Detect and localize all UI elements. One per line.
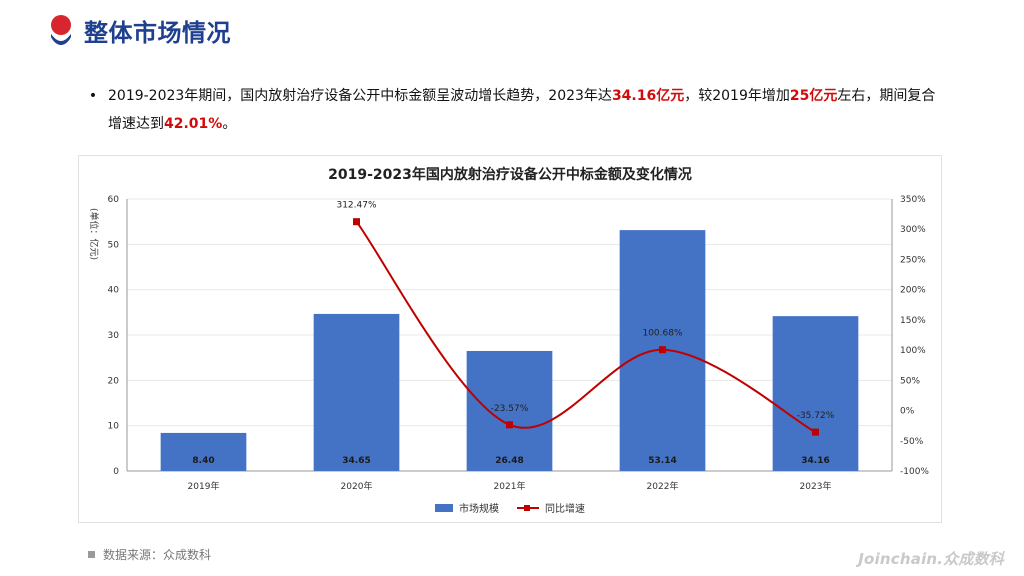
x-axis-tick-label: 2020年: [341, 480, 373, 492]
bar: [313, 313, 400, 471]
bar-data-label: 26.48: [495, 456, 523, 466]
source-text: 数据来源：众成数科: [103, 548, 212, 562]
summary-text-part: 。: [222, 116, 237, 132]
left-axis-tick-label: 40: [108, 286, 120, 296]
chart-legend: 市场规模 同比增速: [79, 500, 941, 515]
summary-text-part: ，较2019年增加: [684, 88, 790, 104]
x-axis-tick-label: 2023年: [800, 480, 832, 492]
source-marker-icon: [88, 551, 95, 558]
chart-title: 2019-2023年国内放射治疗设备公开中标金额及变化情况: [328, 167, 692, 183]
page-title: 整体市场情况: [84, 18, 231, 47]
legend-item-line: 同比增速: [517, 500, 585, 515]
right-axis-tick-label: -100%: [900, 467, 929, 477]
bar-data-label: 8.40: [192, 456, 214, 466]
right-axis-tick-label: 100%: [900, 346, 926, 356]
right-axis-tick-label: 0%: [900, 407, 915, 417]
summary-bullet: •: [88, 88, 98, 104]
summary-text: 2019-2023年期间，国内放射治疗设备公开中标金额呈波动增长趋势，2023年…: [108, 82, 948, 138]
left-axis-tick-label: 50: [108, 240, 120, 250]
left-axis-tick-label: 60: [108, 195, 120, 205]
right-axis-tick-label: 350%: [900, 195, 926, 205]
brand-watermark: Joinchain.众成数科: [858, 550, 1004, 568]
bar-data-label: 53.14: [648, 456, 676, 466]
bar: [772, 316, 859, 471]
summary-highlight: 42.01%: [164, 116, 223, 132]
bar-data-label: 34.65: [342, 456, 370, 466]
left-axis-tick-label: 20: [108, 376, 120, 386]
left-axis-tick-label: 30: [108, 331, 120, 341]
line-data-label: 312.47%: [336, 201, 376, 211]
line-point: [659, 346, 666, 354]
right-axis-tick-label: 200%: [900, 286, 926, 296]
left-axis-tick-label: 0: [113, 467, 119, 477]
bar: [466, 350, 553, 471]
x-axis-tick-label: 2021年: [494, 480, 526, 492]
right-axis-tick-label: 150%: [900, 316, 926, 326]
x-axis-tick-label: 2019年: [188, 480, 220, 492]
left-axis-tick-label: 10: [108, 422, 120, 432]
right-axis-tick-label: 250%: [900, 255, 926, 265]
bar-data-label: 34.16: [801, 456, 829, 466]
summary-text-part: 2019-2023年期间，国内放射治疗设备公开中标金额呈波动增长趋势，2023年…: [108, 88, 612, 104]
chart-container: 2019-2023年国内放射治疗设备公开中标金额及变化情况 0 10 20 30 40 5…: [78, 155, 942, 523]
legend-bar-swatch: [435, 503, 453, 512]
combo-chart: 0 10 20 30 40 50 60 -100% -50% 0% 50% 100% 150% 200% 2…: [88, 195, 929, 492]
legend-label-bars: 市场规模: [459, 504, 499, 515]
line-point: [812, 428, 819, 436]
right-axis-tick-label: -50%: [900, 437, 924, 447]
summary-text-part: 左右，期间复合增速达到: [108, 88, 936, 132]
line-data-label: 100.68%: [642, 329, 682, 339]
bar: [160, 432, 247, 471]
summary: • 2019-2023年期间，国内放射治疗设备公开中标金额呈波动增长趋势，202…: [88, 82, 948, 138]
line-point: [353, 218, 360, 226]
x-axis-tick-label: 2022年: [647, 480, 679, 492]
left-axis-title: (单位：亿元): [88, 208, 100, 260]
summary-highlight: 34.16亿元: [611, 88, 685, 104]
legend-label-line: 同比增速: [545, 504, 585, 515]
legend-line-swatch: [517, 504, 539, 512]
data-source: 数据来源：众成数科: [88, 546, 211, 563]
right-axis-tick-label: 50%: [900, 376, 920, 386]
right-axis-tick-label: 300%: [900, 225, 926, 235]
brand-logo-icon: [51, 15, 71, 45]
line-data-label: -23.57%: [491, 404, 529, 414]
summary-highlight: 25亿元: [789, 88, 838, 104]
legend-item-bars: 市场规模: [435, 500, 499, 515]
growth-line: [355, 221, 816, 434]
line-data-label: -35.72%: [797, 411, 835, 421]
line-point: [506, 421, 513, 429]
header: 整体市场情况: [48, 10, 231, 50]
